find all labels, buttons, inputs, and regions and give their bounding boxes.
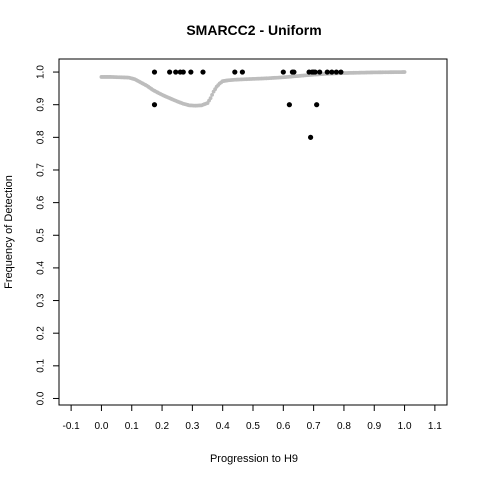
smooth-curve	[99, 70, 407, 108]
data-point	[151, 102, 158, 108]
x-tick-label: 0.6	[276, 421, 290, 432]
data-point	[286, 102, 292, 108]
data-point	[200, 69, 206, 75]
data-point	[280, 69, 286, 75]
x-tick-label: 0.5	[246, 421, 260, 432]
y-axis-label: Frequency of Detection	[3, 175, 15, 289]
x-tick-label: 0.2	[155, 421, 169, 432]
data-point	[338, 69, 344, 75]
x-tick-label: 0.1	[125, 421, 139, 432]
data-point	[333, 69, 339, 75]
data-point	[232, 69, 238, 75]
data-point	[312, 69, 318, 75]
y-tick-label: 0.5	[36, 228, 47, 242]
y-axis: 0.0 0.1 0.2 0.3 0.4 0.5 0.6 0.7 0.8 0.9 1.0	[36, 65, 59, 405]
x-axis: -0.1 0.0 0.1 0.2 0.3 0.4 0.5 0.6 0.7 0.8 0.9 1.0 1.1	[63, 405, 442, 432]
y-tick-label: 0.9	[36, 97, 47, 111]
plot-frame	[58, 58, 448, 406]
y-tick-label: 0.2	[36, 326, 47, 340]
x-tick-label: 0.7	[307, 421, 321, 432]
x-tick-label: -0.1	[63, 421, 81, 432]
y-tick-label: 0.4	[36, 261, 47, 275]
y-tick-label: 1.0	[36, 65, 47, 79]
data-point	[167, 69, 173, 75]
x-tick-label: 0.9	[367, 421, 381, 432]
x-tick-label: 1.0	[398, 421, 412, 432]
data-point	[317, 69, 323, 75]
x-tick-label: 0.4	[216, 421, 230, 432]
smooth-point	[208, 96, 213, 101]
y-tick-label: 0.6	[36, 195, 47, 209]
y-tick-label: 0.7	[36, 163, 47, 177]
data-point	[324, 69, 330, 75]
x-tick-label: 0.8	[337, 421, 351, 432]
data-point	[329, 69, 335, 75]
data-point	[314, 102, 320, 108]
x-tick-label: 0.0	[94, 421, 108, 432]
y-tick-label: 0.8	[36, 130, 47, 144]
y-tick-label: 0.0	[36, 391, 47, 405]
data-point	[291, 69, 297, 75]
data-point	[180, 69, 186, 75]
x-axis-label: Progression to H9	[210, 453, 298, 465]
data-point	[188, 69, 194, 75]
y-tick-label: 0.3	[36, 293, 47, 307]
data-points	[151, 69, 344, 140]
data-point	[173, 69, 179, 75]
data-point	[239, 69, 245, 75]
smooth-point	[210, 93, 214, 97]
y-tick-label: 0.1	[36, 358, 47, 372]
chart-title: SMARCC2 - Uniform	[186, 22, 321, 38]
x-tick-label: 0.3	[185, 421, 199, 432]
smooth-point	[402, 70, 407, 74]
x-tick-label: 1.1	[428, 421, 442, 432]
data-point	[151, 69, 158, 75]
data-point	[307, 134, 314, 140]
